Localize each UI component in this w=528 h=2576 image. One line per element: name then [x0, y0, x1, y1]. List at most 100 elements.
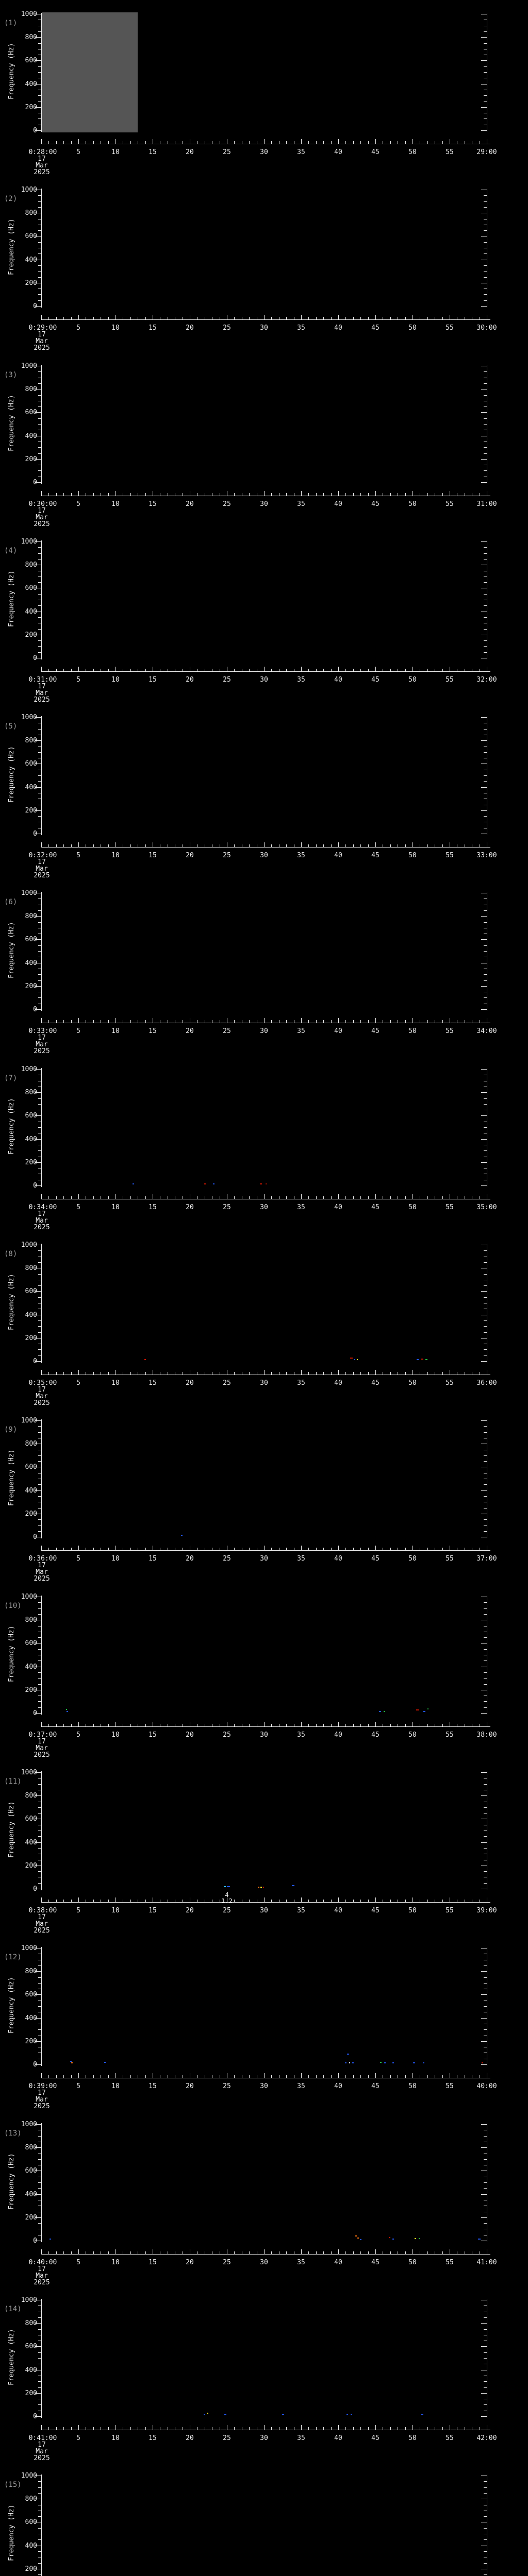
- y-major-tick: [35, 1842, 41, 1843]
- x-major-tick: [375, 1370, 376, 1375]
- y-minor-tick: [38, 781, 41, 782]
- y-tick-label: 1000: [21, 186, 37, 194]
- y-axis-title: Frequency (Hz): [8, 43, 15, 99]
- x-minor-tick: [360, 2075, 361, 2078]
- y-major-tick: [481, 1971, 487, 1972]
- x-minor-tick: [271, 2427, 272, 2430]
- x-minor-tick: [308, 1548, 309, 1550]
- x-start-date-line: 17: [38, 1913, 46, 1921]
- x-minor-tick: [390, 1724, 391, 1726]
- detection-speck: [423, 1710, 426, 1712]
- x-minor-tick: [71, 844, 72, 847]
- x-minor-tick: [271, 317, 272, 319]
- y-axis-title: Frequency (Hz): [8, 922, 15, 978]
- x-minor-tick: [234, 1548, 235, 1550]
- y-minor-tick: [38, 951, 41, 952]
- detection-speck: [352, 2062, 354, 2063]
- y-minor-tick: [484, 31, 487, 32]
- y-major-tick: [481, 810, 487, 811]
- spectrogram-panel: (1) Frequency (Hz) 1000 800 600 400 200 0 0:28:0…: [0, 0, 528, 176]
- x-tick-label: 40: [334, 1379, 342, 1387]
- detection-speck: [224, 2414, 227, 2416]
- x-minor-tick: [360, 1724, 361, 1726]
- y-major-tick: [481, 2194, 487, 2195]
- x-major-tick: [264, 139, 265, 144]
- x-start-time-label: 0:37:00: [28, 1731, 57, 1739]
- y-minor-tick: [38, 1784, 41, 1785]
- x-minor-tick: [442, 1900, 443, 1902]
- x-tick-label: 55: [446, 1731, 454, 1739]
- x-start-time-label: 0:39:00: [28, 2082, 57, 2090]
- y-minor-tick: [484, 2551, 487, 2552]
- x-tick-label: 50: [408, 2259, 417, 2266]
- x-tick-label: 55: [446, 1204, 454, 1211]
- y-major-tick: [481, 107, 487, 108]
- x-end-time-label: 36:00: [476, 1379, 497, 1387]
- x-minor-tick: [93, 2427, 94, 2430]
- x-tick-label: 5: [76, 324, 80, 332]
- y-minor-tick: [484, 945, 487, 946]
- x-minor-tick: [48, 1372, 50, 1375]
- y-axis-title: Frequency (Hz): [8, 395, 15, 451]
- y-tick-label: 400: [25, 1663, 37, 1671]
- y-minor-tick: [38, 1848, 41, 1849]
- y-minor-tick: [484, 294, 487, 295]
- y-major-tick: [481, 2416, 487, 2417]
- x-minor-tick: [93, 493, 94, 496]
- y-tick-label: 600: [25, 1287, 37, 1296]
- x-minor-tick: [234, 1372, 235, 1375]
- x-minor-tick: [331, 2251, 332, 2254]
- x-major-tick: [301, 1722, 302, 1726]
- y-major-tick: [35, 2147, 41, 2148]
- x-tick-label: 20: [186, 500, 194, 508]
- x-tick-label: 5: [76, 2259, 80, 2266]
- x-end-time-label: 31:00: [476, 500, 497, 508]
- x-tick-label: 45: [371, 1731, 380, 1739]
- y-minor-tick: [484, 424, 487, 425]
- x-minor-tick: [308, 141, 309, 144]
- detection-speck: [425, 1359, 428, 1361]
- y-minor-tick: [38, 2223, 41, 2224]
- x-tick-label: 20: [186, 148, 194, 156]
- x-tick-label: 25: [223, 1379, 231, 1387]
- x-minor-tick: [390, 317, 391, 319]
- x-minor-tick: [323, 844, 324, 847]
- x-minor-tick: [442, 317, 443, 319]
- x-minor-tick: [353, 669, 354, 671]
- x-tick-label: 35: [297, 1555, 305, 1563]
- x-minor-tick: [108, 669, 109, 671]
- x-minor-tick: [405, 493, 406, 496]
- y-minor-tick: [38, 118, 41, 120]
- x-minor-tick: [249, 1900, 250, 1902]
- y-tick-label: 200: [25, 806, 37, 815]
- y-minor-tick: [38, 1127, 41, 1128]
- y-minor-tick: [38, 1274, 41, 1275]
- x-major-tick: [264, 1194, 265, 1199]
- x-major-tick: [78, 491, 79, 496]
- y-major-tick: [481, 2393, 487, 2394]
- x-minor-tick: [442, 1372, 443, 1375]
- x-minor-tick: [353, 2075, 354, 2078]
- y-major-tick: [481, 459, 487, 460]
- x-major-tick: [301, 315, 302, 319]
- x-tick-label: 45: [371, 500, 380, 508]
- spectrogram-panel: (3) Frequency (Hz) 1000 800 600 400 200 0 0:30:0…: [0, 352, 528, 528]
- y-minor-tick: [38, 2493, 41, 2494]
- detection-speck: [282, 2414, 285, 2415]
- y-major-tick: [35, 1971, 41, 1972]
- y-minor-tick: [38, 1614, 41, 1615]
- y-minor-tick: [38, 1871, 41, 1872]
- x-minor-tick: [48, 317, 50, 319]
- y-minor-tick: [38, 1608, 41, 1609]
- x-minor-tick: [368, 1372, 369, 1375]
- x-minor-tick: [271, 493, 272, 496]
- x-tick-label: 40: [334, 1555, 342, 1563]
- x-minor-tick: [390, 141, 391, 144]
- x-minor-tick: [108, 2427, 109, 2430]
- x-tick-label: 10: [111, 852, 120, 859]
- x-minor-tick: [316, 2251, 317, 2254]
- x-minor-tick: [48, 2251, 50, 2254]
- x-minor-tick: [48, 1900, 50, 1902]
- x-minor-tick: [316, 1196, 317, 1199]
- y-tick-label: 400: [25, 2541, 37, 2550]
